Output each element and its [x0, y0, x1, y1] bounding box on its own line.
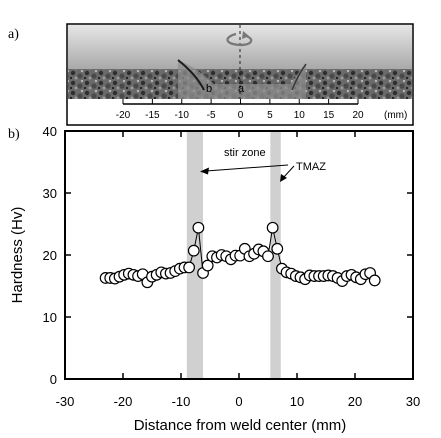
stir-zone-region [178, 60, 306, 99]
y-tick-label: 40 [43, 124, 57, 139]
data-point [183, 261, 196, 274]
y-tick-label: 0 [50, 372, 57, 387]
rotation-arrow-icon [226, 31, 253, 47]
y-axis-title: Hardness (Hv) [9, 207, 26, 304]
data-point [201, 259, 214, 272]
y-tick-label: 10 [43, 310, 57, 325]
scale-tick-label: 10 [294, 110, 306, 121]
x-tick-label: -30 [56, 394, 75, 409]
x-tick-label: 0 [235, 394, 242, 409]
scale-tick-label: -20 [116, 110, 131, 121]
x-tick-label: 20 [348, 394, 362, 409]
tmaz-label: TMAZ [296, 161, 326, 173]
x-tick-label: -20 [114, 394, 133, 409]
data-point [368, 274, 381, 287]
scale-tick-label: 0 [238, 110, 244, 121]
stir-zone-arrow [200, 164, 289, 175]
panel-a-label: a) [8, 27, 19, 42]
tmaz-arrow [280, 165, 295, 182]
y-axis-ticks: 0 10 20 30 40 [43, 124, 413, 387]
x-tick-label: 30 [406, 394, 420, 409]
y-tick-label: 20 [43, 248, 57, 263]
data-points [99, 221, 381, 289]
region-b-label: b [206, 83, 212, 95]
data-point [266, 221, 279, 234]
data-point [192, 221, 205, 234]
x-axis-ticks: -30 -20 -10 0 10 20 30 [56, 131, 420, 409]
y-tick-label: 30 [43, 186, 57, 201]
zone-band [270, 131, 281, 379]
data-point [262, 250, 274, 263]
scale-tick-label: -5 [207, 110, 216, 121]
stir-zone-label: stir zone [224, 147, 266, 159]
scale-tick-label: 5 [267, 110, 273, 121]
x-tick-label: -10 [172, 394, 191, 409]
data-point [187, 244, 200, 257]
tmaz-boundary-right [291, 63, 307, 91]
scale-unit: (mm) [384, 110, 407, 121]
x-axis-title: Distance from weld center (mm) [134, 417, 347, 434]
macrograph: b a (mm) -20 -15 -10 -5 0 5 10 15 20 [66, 23, 414, 126]
panel-b-label: b) [8, 127, 20, 142]
scale-tick-label: -10 [175, 110, 190, 121]
x-tick-label: 10 [290, 394, 304, 409]
hardness-chart: -30 -20 -10 0 10 20 30 0 10 20 30 40 stir zone TMA… [9, 124, 420, 434]
region-a-label: a [238, 83, 245, 95]
scale-tick-label: 20 [352, 110, 364, 121]
scale-bar: (mm) -20 -15 -10 -5 0 5 10 15 20 [116, 99, 407, 121]
data-point [271, 242, 284, 255]
scale-tick-label: 15 [323, 110, 335, 121]
tmaz-boundary-left [177, 59, 205, 91]
scale-tick-label: -15 [145, 110, 160, 121]
